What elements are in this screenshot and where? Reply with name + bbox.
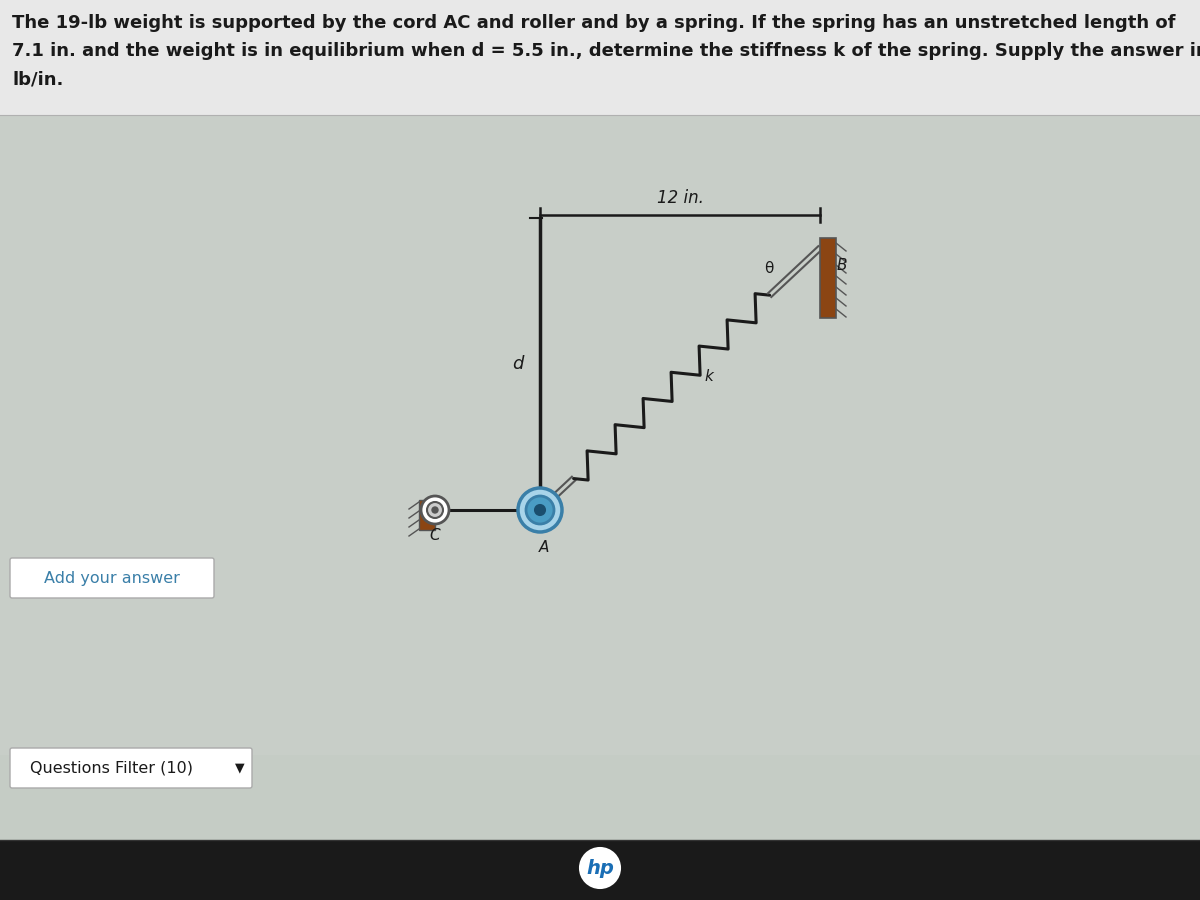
Bar [820, 238, 836, 318]
Text: k: k [704, 369, 714, 384]
Text: 7.1 in. and the weight is in equilibrium when d = 5.5 in., determine the stiffne: 7.1 in. and the weight is in equilibrium… [12, 42, 1200, 60]
Text: d: d [512, 355, 524, 373]
Text: B: B [836, 258, 847, 274]
Circle shape [421, 496, 449, 524]
Circle shape [432, 507, 438, 513]
Text: The 19-lb weight is supported by the cord AC and roller and by a spring. If the : The 19-lb weight is supported by the cor… [12, 14, 1176, 32]
Circle shape [518, 488, 562, 532]
Bar [0, 0, 1200, 115]
Circle shape [535, 505, 545, 515]
Circle shape [526, 496, 554, 524]
FancyBboxPatch shape [10, 558, 214, 598]
Text: A: A [539, 540, 550, 555]
Text: 12 in.: 12 in. [656, 189, 703, 207]
Circle shape [427, 502, 443, 518]
FancyBboxPatch shape [10, 748, 252, 788]
Bar [0, 115, 1200, 755]
Text: θ: θ [764, 261, 774, 276]
Circle shape [580, 848, 620, 888]
Bar [0, 840, 1200, 900]
Text: Add your answer: Add your answer [44, 571, 180, 586]
Text: hp: hp [586, 859, 614, 877]
Text: lb/in.: lb/in. [12, 70, 64, 88]
Text: C: C [430, 528, 440, 543]
Text: Questions Filter (10): Questions Filter (10) [30, 760, 193, 776]
Text: ▼: ▼ [235, 761, 245, 775]
Bar [419, 500, 436, 530]
